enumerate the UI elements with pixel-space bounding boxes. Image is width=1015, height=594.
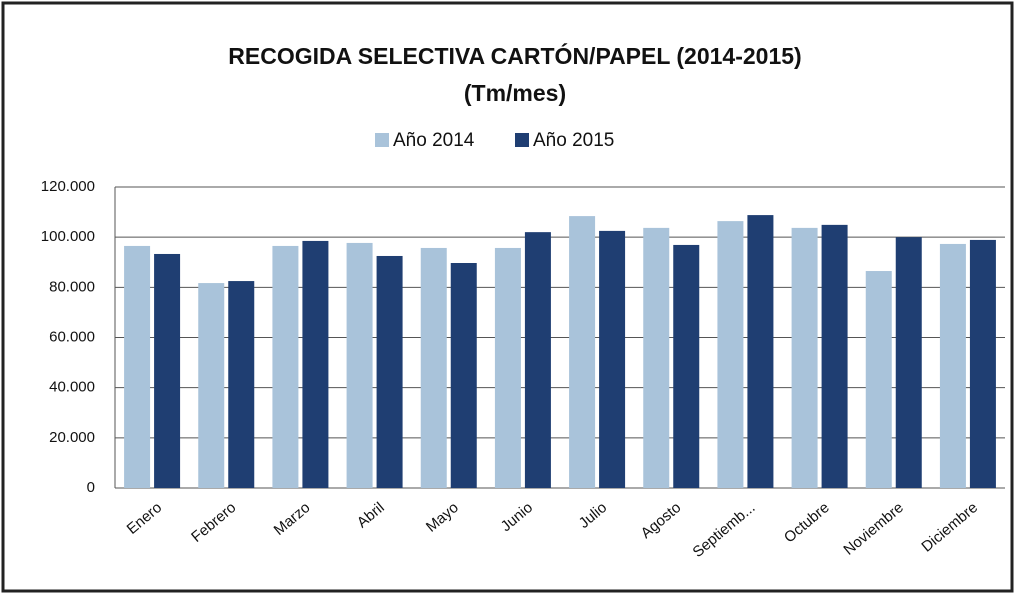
bar xyxy=(494,247,521,488)
y-tick-label: 40.000 xyxy=(49,379,95,396)
bar xyxy=(302,240,329,488)
legend-label: Año 2015 xyxy=(533,130,614,151)
y-tick-label: 60.000 xyxy=(49,328,95,345)
bar xyxy=(154,253,181,488)
bar xyxy=(272,245,299,488)
legend-swatch xyxy=(375,133,389,147)
bar xyxy=(599,230,626,489)
bar xyxy=(895,237,922,488)
y-tick-label: 20.000 xyxy=(49,429,95,446)
bar xyxy=(791,227,818,488)
bar xyxy=(124,245,151,488)
bar xyxy=(420,247,447,488)
bar xyxy=(569,216,596,488)
y-tick-label: 100.000 xyxy=(41,228,95,245)
legend-swatch xyxy=(515,133,529,147)
y-tick-label: 120.000 xyxy=(41,178,95,195)
legend-label: Año 2014 xyxy=(393,130,475,151)
bar xyxy=(717,221,744,488)
y-tick-label: 0 xyxy=(87,479,95,496)
bar xyxy=(821,224,848,488)
bar xyxy=(450,263,477,488)
y-tick-label: 80.000 xyxy=(49,278,95,295)
bar xyxy=(346,242,373,488)
chart-title: RECOGIDA SELECTIVA CARTÓN/PAPEL (2014-20… xyxy=(228,42,801,69)
bar xyxy=(939,243,966,488)
bar xyxy=(376,255,403,488)
bar xyxy=(643,227,670,488)
bar xyxy=(969,239,996,488)
bar xyxy=(524,232,551,488)
chart-subtitle: (Tm/mes) xyxy=(464,80,566,106)
bar xyxy=(228,281,255,488)
bar xyxy=(198,283,225,488)
bar xyxy=(747,215,774,489)
bar xyxy=(673,244,700,488)
bar xyxy=(865,271,892,488)
